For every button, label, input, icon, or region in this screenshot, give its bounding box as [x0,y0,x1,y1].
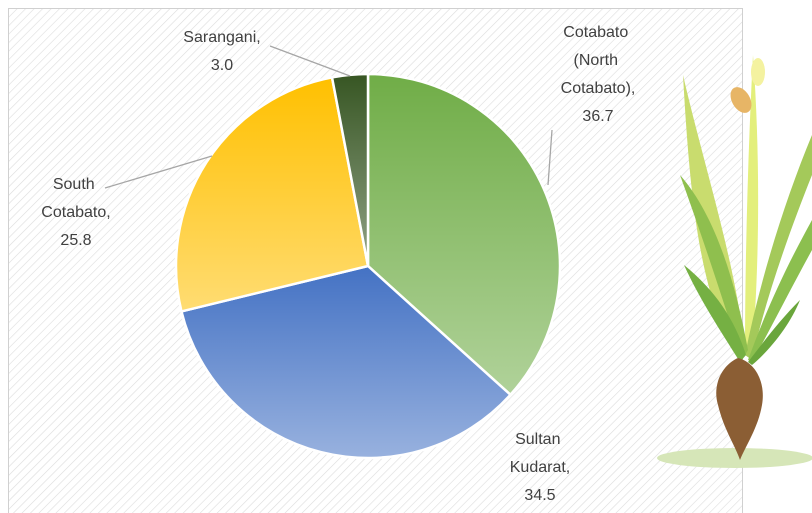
data-label-category: Sarangani, [183,29,260,46]
data-label-value: 25.8 [60,232,91,249]
data-label-value: 3.0 [211,57,233,74]
data-label-value: 36.7 [582,108,613,125]
chart: Cotabato (North Cotabato),36.7Sultan Kud… [0,0,812,513]
page: Cotabato (North Cotabato),36.7Sultan Kud… [0,0,812,513]
data-label-value: 34.5 [524,487,555,504]
